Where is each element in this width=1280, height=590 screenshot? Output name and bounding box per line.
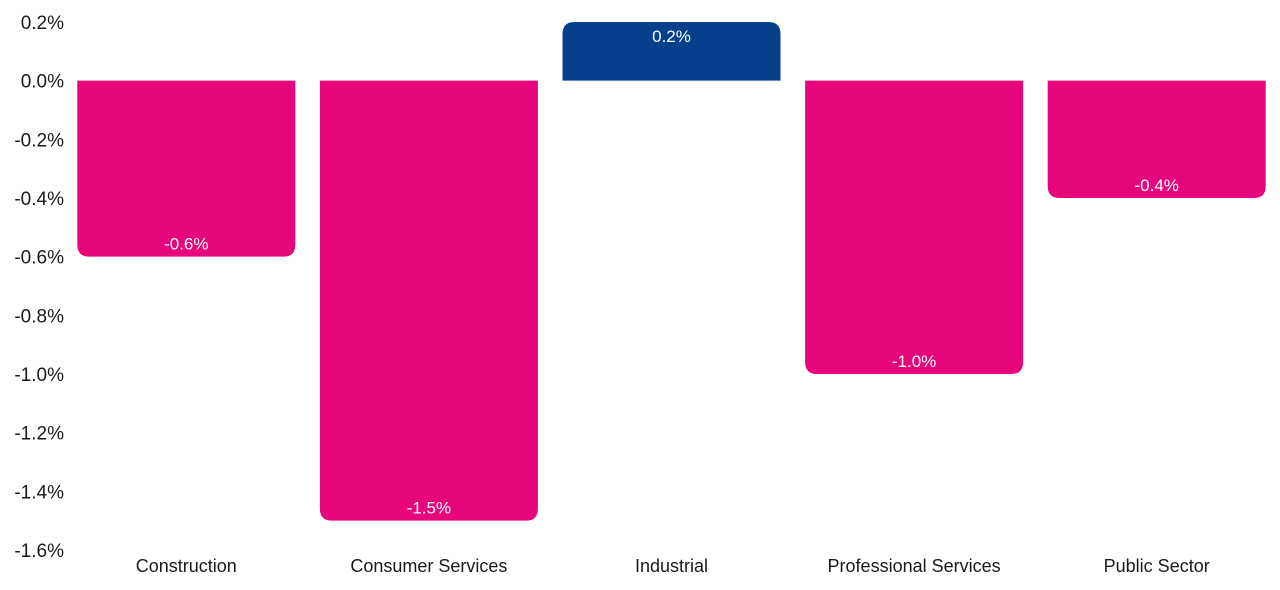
x-category-label: Construction bbox=[136, 556, 237, 576]
bar-consumer-services bbox=[319, 80, 538, 521]
bar-value-label: 0.2% bbox=[652, 27, 691, 46]
x-category-label: Professional Services bbox=[828, 556, 1001, 576]
x-category-label: Public Sector bbox=[1104, 556, 1210, 576]
bar-professional-services bbox=[805, 80, 1024, 375]
y-tick-label: 0.0% bbox=[21, 72, 64, 93]
y-tick-label: 0.2% bbox=[21, 13, 64, 34]
y-tick-label: -1.0% bbox=[14, 365, 64, 386]
bar-value-label: -0.6% bbox=[164, 235, 208, 254]
bar-construction bbox=[77, 80, 296, 257]
y-tick-label: -1.4% bbox=[14, 482, 64, 503]
x-category-label: Industrial bbox=[635, 556, 708, 576]
bar-industrial bbox=[562, 22, 781, 81]
bar-value-labels: -0.6% -1.5% 0.2% -1.0% -0.4% bbox=[164, 27, 1179, 518]
y-axis: 0.2% 0.0% -0.2% -0.4% -0.6% -0.8% -1.0% -1.2% -1… bbox=[14, 13, 64, 562]
y-tick-label: -0.8% bbox=[14, 306, 64, 327]
y-tick-label: -1.6% bbox=[14, 541, 64, 562]
bar-value-label: -1.5% bbox=[407, 499, 451, 518]
bar-value-label: -1.0% bbox=[892, 352, 936, 371]
bars-group bbox=[77, 22, 1266, 521]
y-tick-label: -1.2% bbox=[14, 424, 64, 445]
bar-value-label: -0.4% bbox=[1134, 176, 1178, 195]
x-axis: Construction Consumer Services Industrial P… bbox=[136, 556, 1210, 576]
y-tick-label: -0.2% bbox=[14, 130, 64, 151]
y-tick-label: -0.4% bbox=[14, 189, 64, 210]
x-category-label: Consumer Services bbox=[350, 556, 507, 576]
y-tick-label: -0.6% bbox=[14, 248, 64, 269]
bar-public-sector bbox=[1047, 80, 1266, 198]
